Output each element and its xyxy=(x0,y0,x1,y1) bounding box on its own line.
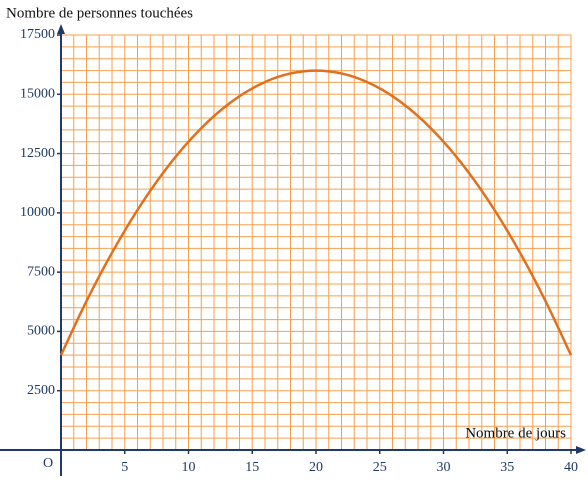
y-tick-label: 10000 xyxy=(20,205,55,220)
curve xyxy=(59,69,573,356)
x-axis-label: Nombre de jours xyxy=(465,425,566,441)
origin-label: O xyxy=(43,456,53,471)
x-tick-label: 30 xyxy=(437,460,451,475)
x-axis-arrow xyxy=(576,446,586,454)
y-tick-label: 2500 xyxy=(27,383,55,398)
y-tick-label: 15000 xyxy=(20,87,55,102)
x-tick-label: 35 xyxy=(500,460,514,475)
x-tick-label: 5 xyxy=(121,460,128,475)
x-tick-label: 40 xyxy=(564,460,578,475)
x-tick-label: 15 xyxy=(245,460,259,475)
x-tick-label: 20 xyxy=(309,460,323,475)
y-tick-label: 17500 xyxy=(20,27,55,42)
y-tick-label: 7500 xyxy=(27,264,55,279)
y-tick-label: 12500 xyxy=(20,146,55,161)
x-tick-label: 25 xyxy=(373,460,387,475)
y-axis-arrow xyxy=(57,24,65,34)
y-tick-label: 5000 xyxy=(27,324,55,339)
y-axis-label: Nombre de personnes touchées xyxy=(6,5,193,21)
x-tick-label: 10 xyxy=(182,460,196,475)
